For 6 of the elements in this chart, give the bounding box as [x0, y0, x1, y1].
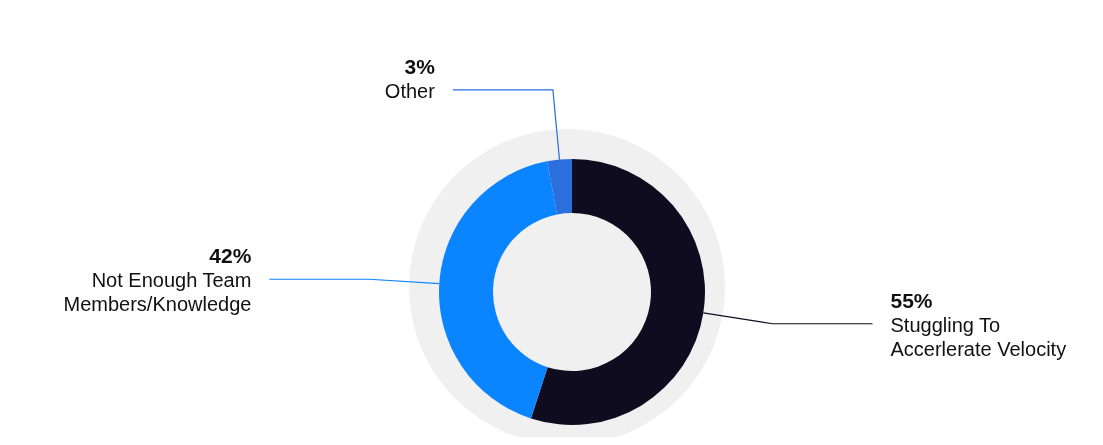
- slice-label: Other: [384, 79, 436, 102]
- data-label: 42%: [209, 244, 252, 268]
- slice-label: Stuggling To Accerlerate Velocity: [890, 313, 1067, 360]
- data-label: 3%: [404, 54, 436, 78]
- slice-label: Not Enough Team Members/Knowledge: [63, 269, 252, 316]
- data-label: 55%: [890, 288, 933, 312]
